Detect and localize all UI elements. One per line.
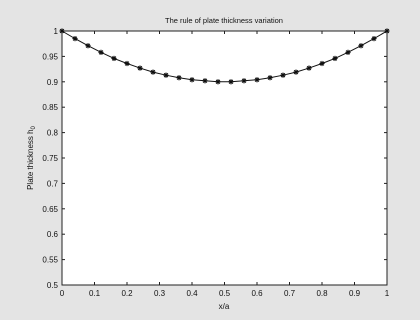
data-point-star: [202, 78, 208, 84]
y-axis-label-subscript: 0: [31, 125, 37, 129]
data-point-star: [319, 60, 325, 67]
data-point-star: [358, 43, 364, 49]
x-axis-ticks: 0 0.1 0.2 0.3 0.4 0.5 0.6 0.7 0.8 0.9 1: [60, 31, 390, 298]
series-line: [61, 30, 388, 83]
y-axis-label-main: Plate thickness h: [26, 129, 35, 189]
data-point-star: [280, 72, 286, 78]
x-tick-label: 1: [385, 289, 390, 298]
data-point-star: [267, 75, 273, 81]
x-tick-label: 0.3: [154, 289, 166, 298]
x-tick-label: 0.6: [251, 289, 263, 298]
data-point-star: [111, 55, 117, 62]
y-tick-label: 0.65: [42, 205, 58, 214]
x-tick-label: 0.2: [121, 289, 133, 298]
data-point-star: [137, 65, 143, 71]
x-tick-label: 0.4: [186, 289, 198, 298]
x-tick-label: 0.7: [284, 289, 296, 298]
data-point-star: [293, 69, 299, 75]
data-point-star: [176, 75, 182, 81]
y-tick-label: 0.55: [42, 256, 58, 265]
y-axis-ticks: 0.5 0.55 0.6 0.65 0.7 0.75 0.8 0.85 0.9 0.95 1: [42, 27, 387, 290]
data-point-star: [59, 28, 65, 34]
data-point-star: [215, 79, 221, 85]
y-tick-label: 0.85: [42, 103, 58, 112]
data-point-star: [72, 36, 78, 42]
data-point-star: [345, 49, 351, 55]
data-point-star: [98, 49, 104, 55]
y-axis-label: Plate thickness h0: [26, 125, 37, 189]
data-point-star: [150, 69, 156, 75]
data-point-star: [163, 72, 169, 78]
y-tick-label: 0.75: [42, 154, 58, 163]
x-tick-label: 0.8: [316, 289, 328, 298]
data-point-star: [371, 36, 377, 42]
series-group: [59, 28, 390, 85]
plot-area: [61, 30, 388, 286]
y-tick-label: 0.6: [47, 230, 59, 239]
x-tick-label: 0.9: [349, 289, 361, 298]
data-point-star: [124, 60, 130, 67]
data-point-star: [228, 79, 234, 85]
x-axis-label: x/a: [219, 302, 230, 311]
x-tick-label: 0: [60, 289, 65, 298]
x-tick-label: 0.1: [89, 289, 101, 298]
data-point-star: [254, 77, 260, 83]
data-point-star: [85, 43, 91, 49]
x-tick-label: 0.5: [219, 289, 231, 298]
y-tick-label: 0.8: [47, 129, 59, 138]
data-point-star: [241, 78, 247, 84]
y-tick-label: 0.7: [47, 179, 59, 188]
y-tick-label: 0.9: [47, 78, 59, 87]
data-point-star: [189, 77, 195, 83]
y-tick-label: 0.95: [42, 52, 58, 61]
y-tick-label: 1: [54, 27, 59, 36]
y-tick-label: 0.5: [47, 281, 59, 290]
data-point-star: [306, 65, 312, 71]
chart-title: The rule of plate thickness variation: [165, 16, 283, 25]
data-point-star: [332, 55, 338, 62]
data-point-star: [384, 28, 390, 34]
